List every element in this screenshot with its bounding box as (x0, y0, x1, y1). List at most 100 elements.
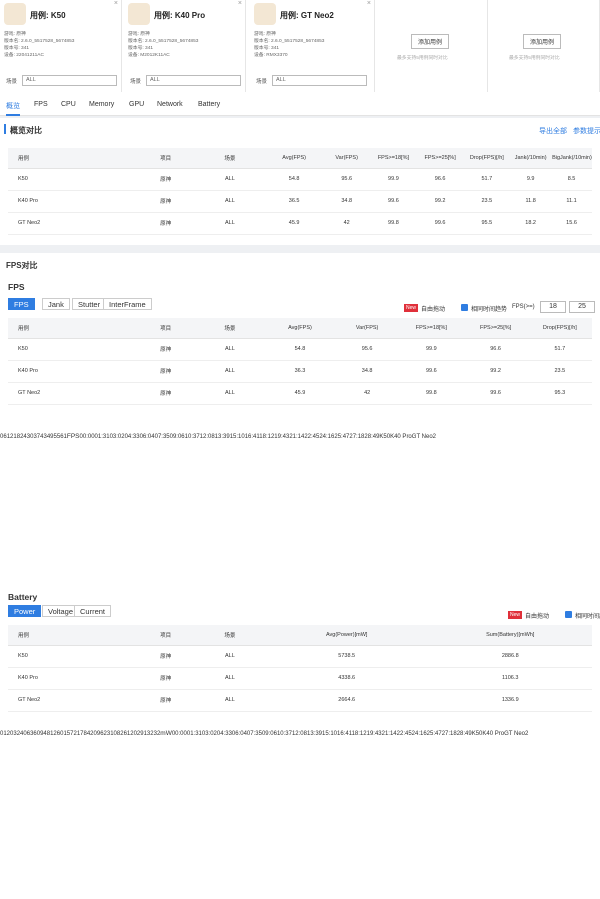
x-tick-label: 27:18 (441, 731, 457, 737)
tab[interactable]: GPU (129, 101, 145, 108)
tab[interactable]: Battery (198, 101, 221, 108)
tab[interactable]: Memory (89, 101, 115, 108)
row: K50 原神 ALL 54.8 95.6 99.9 96.6 51.7 9.9 8.5 (8, 168, 592, 191)
cell: 18.2 (510, 212, 552, 235)
x-tick-label: 27:18 (349, 434, 365, 440)
avatar (4, 3, 26, 25)
cell: K40 Pro (8, 360, 137, 383)
x-tick-label: 22:45 (304, 434, 320, 440)
y-tick-label: 0 (0, 731, 4, 737)
legend-label[interactable]: GT Neo2 (411, 434, 437, 440)
tab[interactable]: FPS (34, 101, 48, 108)
x-tick-label: 15:10 (229, 434, 245, 440)
sub-tab[interactable]: Power (8, 605, 42, 617)
chart: 06121824303743495561FPS00:0001:3103:0204… (0, 425, 436, 443)
header-cell: 场景 (194, 318, 265, 339)
header-cell: 项目 (136, 148, 195, 169)
tab[interactable]: CPU (61, 101, 76, 108)
cell: 42 (323, 212, 371, 235)
drag-toggle[interactable]: 自由拖动 (421, 307, 446, 313)
legend-label[interactable]: GT Neo2 (504, 731, 529, 737)
y-tick-label: 18 (13, 434, 21, 440)
sub-tab[interactable]: Stutter (72, 298, 107, 310)
link[interactable]: 导出全部 (539, 128, 567, 135)
x-tick-label: 10:37 (276, 731, 292, 737)
cell: 99.6 (399, 360, 464, 383)
header-cell: 场景 (194, 625, 265, 646)
threshold-input[interactable]: 25 (569, 301, 595, 313)
y-tick-label: 4812 (43, 731, 57, 737)
add-button[interactable]: 添加用例 (411, 34, 450, 49)
cell: K40 Pro (8, 190, 137, 213)
legend-label[interactable]: K50 (379, 434, 391, 440)
header-cell: Var(FPS) (323, 148, 371, 169)
close: × (366, 0, 371, 7)
scene-label: 场景 (130, 79, 142, 85)
cell: 9.9 (510, 168, 552, 191)
scene-label: 场景 (6, 79, 18, 85)
fps-panel: FPS对比 FPS 用例 项目 场景 Avg(FPS) Var(FPS) FPS>=18[… (0, 253, 600, 590)
checkbox[interactable] (565, 611, 572, 618)
header-cell: 用例 (8, 148, 137, 169)
battery-panel: Battery 用例 项目 场景 Avg(Power)[mW] Sum(Battery)… (0, 590, 600, 899)
tab[interactable]: 概览 (6, 101, 20, 116)
cell: 34.8 (335, 360, 400, 383)
cell: GT Neo2 (8, 382, 137, 405)
checkbox[interactable] (461, 304, 468, 311)
legend-label[interactable]: K40 Pro (482, 731, 505, 737)
scene-select[interactable]: ALL (146, 75, 241, 86)
new-badge: New (508, 611, 523, 619)
cell: ALL (194, 190, 265, 213)
add-note: 最多支持5用例同时对比 (397, 56, 448, 61)
x-tick-label: 19:43 (366, 731, 382, 737)
tab[interactable]: Network (157, 101, 183, 108)
avatar (128, 3, 150, 25)
add-button[interactable]: 添加用例 (523, 34, 562, 49)
x-tick-label: 06:04 (139, 434, 155, 440)
header-cell: 用例 (8, 625, 137, 646)
sub-tab[interactable]: InterFrame (103, 298, 152, 310)
legend-label[interactable]: K40 Pro (390, 434, 412, 440)
drag-toggle[interactable]: 自由拖动 (525, 614, 550, 620)
sub-tab[interactable]: Current (74, 605, 112, 617)
data-table: 用例 项目 场景 Avg(Power)[mW] Sum(Battery)[mWh] K50… (8, 625, 592, 712)
x-tick-label: 00:00 (79, 434, 95, 440)
data-table: 用例 项目 场景 Avg(FPS) Var(FPS) FPS>=18[%] FPS>=25[… (8, 318, 592, 405)
header-cell: Var(FPS) (335, 318, 400, 339)
legend-label[interactable]: K50 (471, 731, 483, 737)
cell: 原神 (136, 382, 195, 405)
x-tick-label: 15:10 (322, 731, 338, 737)
x-tick-label: 21:14 (381, 731, 397, 737)
y-tick-label: 6015 (56, 731, 71, 737)
device-title: 用例: K40 Pro (154, 11, 206, 20)
cell: 95.6 (335, 338, 400, 361)
cell: 36.3 (264, 360, 336, 383)
chart-title: FPS (8, 282, 25, 292)
scene-select[interactable]: ALL (22, 75, 117, 86)
device-field: 版本号: 341 (4, 46, 30, 51)
x-tick-label: 22:45 (396, 731, 412, 737)
x-tick-label: 21:14 (289, 434, 305, 440)
header-cell: Avg(FPS) (264, 148, 324, 169)
avatar (254, 3, 276, 25)
device-field: 版本名: 2.6.0_5517528_5674853 (4, 39, 75, 44)
device-field: 游戏: 原神 (4, 32, 26, 37)
device-title: 用例: GT Neo2 (280, 11, 334, 20)
cell: ALL (194, 212, 265, 235)
link[interactable]: 参数提示 (573, 128, 600, 135)
section-title: FPS对比 (6, 261, 38, 270)
same-trend: 相同时间趋势 (575, 614, 600, 620)
device-field: 版本号: 341 (128, 46, 154, 51)
row: K40 Pro 原神 ALL 4338.6 1106.3 (8, 667, 592, 690)
x-tick-label: 09:06 (169, 434, 185, 440)
x-tick-label: 12:08 (199, 434, 215, 440)
sub-tab[interactable]: FPS (8, 298, 35, 310)
header-cell: FPS>=25[%] (416, 148, 464, 169)
scene-select[interactable]: ALL (272, 75, 367, 86)
cell: K50 (8, 338, 137, 361)
y-tick-label: 61 (60, 434, 67, 440)
cell: ALL (194, 168, 265, 191)
threshold-input[interactable]: 18 (540, 301, 566, 313)
sub-tab[interactable]: Jank (42, 298, 70, 310)
